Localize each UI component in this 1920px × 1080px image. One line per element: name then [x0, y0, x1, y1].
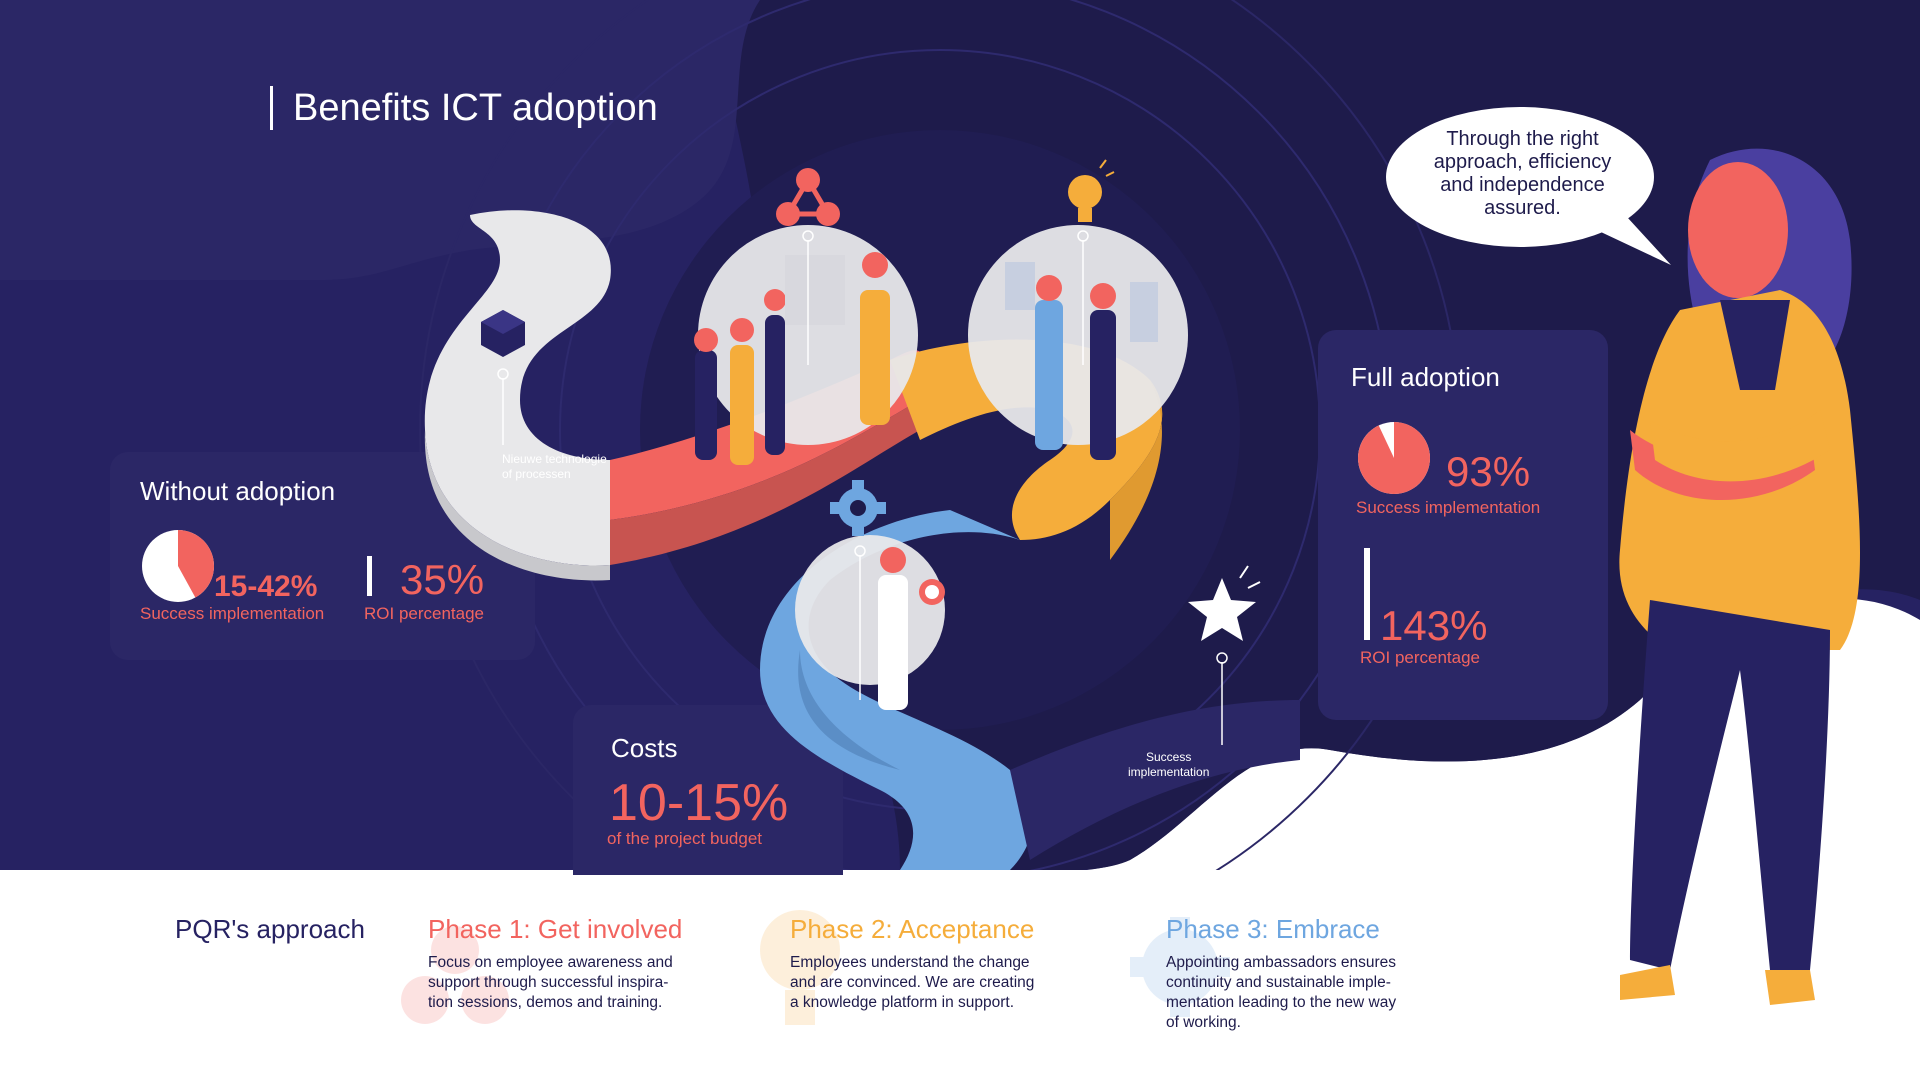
without-adoption-roi-bar [367, 556, 372, 596]
phase-2-body: Employees understand the change and are … [790, 953, 1080, 1013]
without-adoption-success-label: Success implementation [140, 604, 325, 623]
phase-3: Phase 3: Embrace Appointing ambassadors … [1166, 914, 1456, 1033]
full-adoption-roi-label: ROI percentage [1360, 648, 1481, 667]
phase-3-line-3: mentation leading to the new way [1166, 994, 1397, 1011]
phase-2-title: Phase 2: Acceptance [790, 914, 1035, 944]
without-adoption-roi-value: 35% [400, 556, 485, 603]
speech-line-2: approach, efficiency [1433, 151, 1612, 173]
without-adoption-pie [142, 530, 215, 602]
costs-heading: Costs [611, 733, 678, 763]
gear-icon [830, 480, 886, 536]
phase-3-line-4: of working. [1166, 1014, 1241, 1031]
costs-value: 10-15% [609, 774, 789, 832]
new-tech-label-line2: of processen [502, 467, 571, 481]
full-adoption-pie [1358, 422, 1430, 494]
network-icon [776, 168, 840, 226]
woman-illustration [1619, 148, 1860, 1005]
success-label-line2: implementation [1128, 765, 1210, 779]
lightbulb-icon [1068, 159, 1115, 222]
star-icon [1188, 565, 1261, 641]
full-adoption-success-value: 93% [1446, 448, 1531, 495]
phase-3-line-1: Appointing ambassadors ensures [1166, 954, 1397, 971]
phase-1: Phase 1: Get involved Focus on employee … [428, 914, 718, 1013]
phase-2: Phase 2: Acceptance Employees understand… [790, 914, 1080, 1013]
phase-2-line-1: Employees understand the change [790, 954, 1030, 971]
person-ambassador [878, 547, 945, 710]
path-gray-segment [424, 210, 611, 566]
new-tech-label-line1: Nieuwe technologie [502, 452, 607, 466]
people-group-2 [1005, 262, 1158, 460]
phase-2-line-3: a knowledge platform in support. [790, 994, 1015, 1011]
speech-line-1: Through the right [1446, 128, 1599, 150]
phase-1-line-3: tion sessions, demos and training. [428, 994, 663, 1011]
success-implementation-label: Success implementation [1128, 750, 1209, 780]
people-group-1 [694, 252, 890, 465]
lightbulb-icon [760, 910, 840, 1025]
phase-1-line-1: Focus on employee awareness and [428, 954, 673, 971]
phase-3-title: Phase 3: Embrace [1166, 914, 1380, 944]
costs-label: of the project budget [607, 829, 763, 848]
phase-1-line-2: support through successful inspira- [428, 974, 669, 991]
success-label-line1: Success [1146, 750, 1192, 764]
new-tech-label: Nieuwe technologie of processen [502, 452, 607, 482]
without-adoption-roi-label: ROI percentage [364, 604, 485, 623]
without-adoption-panel: Without adoption 15-42% Success implemen… [110, 452, 535, 660]
full-adoption-panel: Full adoption 93% Success implementation… [1318, 330, 1608, 720]
network-icon [401, 926, 509, 1024]
speech-line-4: assured. [1484, 197, 1561, 219]
page-title: Benefits ICT adoption [270, 86, 658, 130]
full-adoption-success-label: Success implementation [1356, 498, 1541, 517]
phase-1-body: Focus on employee awareness and support … [428, 953, 718, 1013]
full-adoption-roi-value: 143% [1380, 602, 1488, 649]
gear-icon [1130, 917, 1230, 1017]
approach-heading: PQR's approach [175, 914, 365, 944]
path-blue-segment [760, 510, 1033, 870]
speech-line-3: and independence [1440, 174, 1605, 196]
speech-bubble-text: Through the right approach, efficiency a… [1400, 128, 1645, 220]
phase-1-title: Phase 1: Get involved [428, 914, 683, 944]
phase-2-line-2: and are convinced. We are creating [790, 974, 1035, 991]
without-adoption-success-value: 15-42% [214, 570, 318, 603]
full-adoption-heading: Full adoption [1351, 362, 1500, 392]
phase-3-body: Appointing ambassadors ensures continuit… [1166, 953, 1456, 1033]
phase-3-line-2: continuity and sustainable imple- [1166, 974, 1391, 991]
cube-icon [481, 310, 525, 357]
speech-bubble [1386, 107, 1671, 265]
full-adoption-roi-bar [1364, 548, 1370, 640]
without-adoption-heading: Without adoption [140, 476, 336, 506]
